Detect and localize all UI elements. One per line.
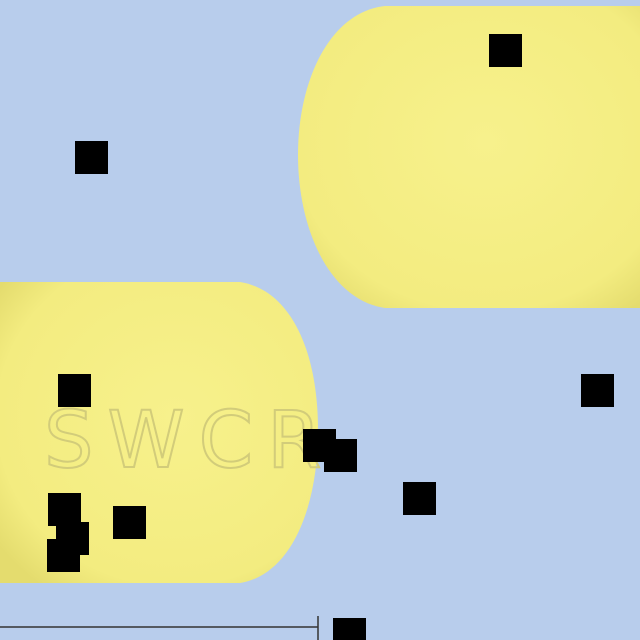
block	[58, 374, 91, 407]
block	[113, 506, 146, 539]
block	[489, 34, 522, 67]
block	[48, 493, 81, 526]
block	[47, 539, 80, 572]
pill-imprint: SWCR	[44, 396, 335, 486]
pill-top-right	[298, 6, 640, 308]
block	[581, 374, 614, 407]
block	[75, 141, 108, 174]
redaction-blocks	[47, 34, 614, 640]
block	[324, 439, 357, 472]
block	[403, 482, 436, 515]
block	[333, 618, 366, 640]
